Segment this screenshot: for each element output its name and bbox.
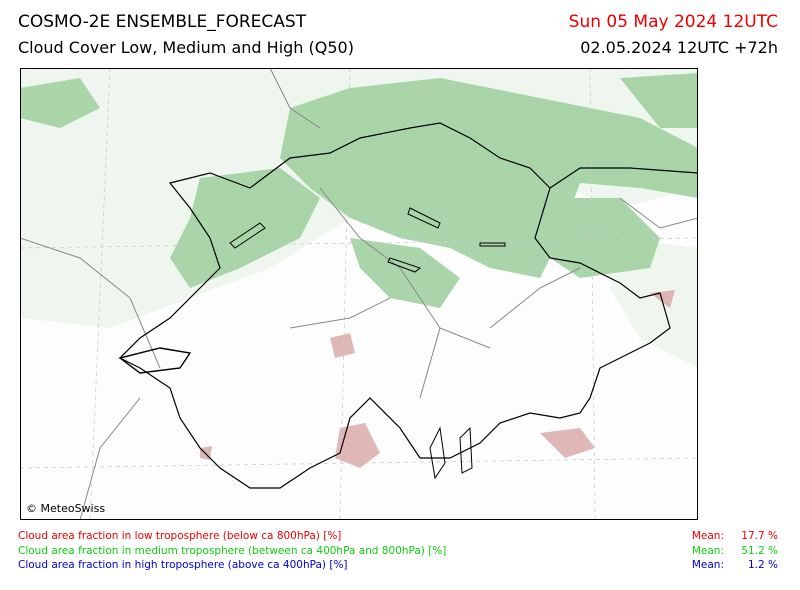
run-time: 02.05.2024 12UTC +72h bbox=[580, 38, 778, 57]
cloud-green bbox=[20, 73, 698, 308]
map-frame bbox=[20, 68, 698, 520]
mean-value: 1.2 % bbox=[747, 559, 778, 571]
lakes bbox=[229, 207, 506, 480]
title: COSMO-2E ENSEMBLE_FORECAST bbox=[18, 12, 307, 32]
legend-label: Cloud area fraction in high troposphere … bbox=[18, 559, 348, 571]
legend-label: Cloud area fraction in low troposphere (… bbox=[18, 530, 342, 542]
map-credit: © MeteoSwiss bbox=[26, 502, 105, 515]
map: © MeteoSwiss bbox=[20, 68, 698, 520]
valid-time: Sun 05 May 2024 12UTC bbox=[568, 12, 778, 32]
mean-label: Mean: bbox=[691, 559, 724, 571]
mean-label: Mean: bbox=[691, 530, 724, 542]
mean-value: 17.7 % bbox=[741, 530, 778, 542]
cloud-low bbox=[200, 290, 675, 468]
legend-label: Cloud area fraction in medium tropospher… bbox=[18, 545, 447, 557]
mean-value: 51.2 % bbox=[741, 545, 778, 557]
subtitle: Cloud Cover Low, Medium and High (Q50) bbox=[18, 38, 354, 57]
regional-borders bbox=[20, 68, 698, 520]
country-borders bbox=[118, 122, 698, 489]
mean-label: Mean: bbox=[691, 545, 724, 557]
